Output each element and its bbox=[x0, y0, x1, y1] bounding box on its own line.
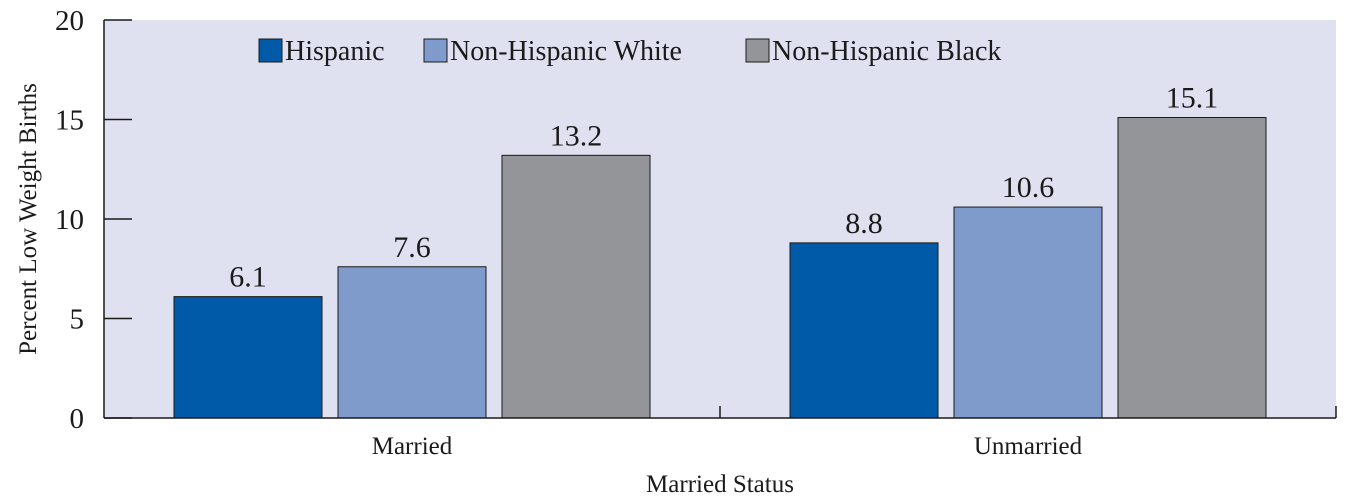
y-tick-label-0: 0 bbox=[70, 403, 85, 435]
y-ticks-group: 0 5 10 15 20 bbox=[55, 5, 132, 435]
bar-non-hispanic-white-unmarried bbox=[953, 206, 1103, 419]
y-tick-label-5: 5 bbox=[70, 304, 85, 336]
legend-swatch-non-hispanic-white bbox=[423, 38, 448, 63]
data-label-non-hispanic-black-unmarried: 15.1 bbox=[1166, 82, 1219, 115]
legend-label-non-hispanic-black: Non-Hispanic Black bbox=[772, 36, 1001, 67]
bar-hispanic-unmarried bbox=[789, 242, 939, 419]
bars-group bbox=[173, 117, 1267, 419]
legend-label-hispanic: Hispanic bbox=[285, 36, 385, 67]
bar-non-hispanic-black-unmarried bbox=[1117, 117, 1267, 419]
bar-hispanic-married bbox=[173, 296, 323, 419]
bar-non-hispanic-black-married bbox=[501, 154, 651, 419]
legend-swatch-non-hispanic-black bbox=[745, 38, 770, 63]
category-labels-group: Married Unmarried bbox=[372, 433, 1083, 460]
legend-label-non-hispanic-white: Non-Hispanic White bbox=[450, 36, 682, 67]
y-tick-label-20: 20 bbox=[55, 5, 84, 37]
y-tick-label-15: 15 bbox=[55, 105, 84, 137]
category-label-unmarried: Unmarried bbox=[974, 433, 1083, 460]
legend-swatch-hispanic bbox=[258, 38, 283, 63]
data-label-non-hispanic-black-married: 13.2 bbox=[550, 119, 603, 152]
data-label-non-hispanic-white-unmarried: 10.6 bbox=[1002, 171, 1055, 204]
data-label-hispanic-married: 6.1 bbox=[229, 261, 267, 294]
data-labels-group: 6.1 7.6 13.2 8.8 10.6 15.1 bbox=[229, 82, 1218, 294]
category-label-married: Married bbox=[372, 433, 453, 460]
y-axis-title: Percent Low Weight Births bbox=[15, 83, 42, 355]
x-ticks-group bbox=[719, 406, 1337, 418]
data-label-non-hispanic-white-married: 7.6 bbox=[393, 231, 431, 264]
bar-non-hispanic-white-married bbox=[337, 266, 487, 419]
y-tick-label-10: 10 bbox=[55, 204, 84, 236]
x-axis-title: Married Status bbox=[646, 471, 794, 498]
legend: Hispanic Non-Hispanic White Non-Hispanic B… bbox=[258, 36, 1001, 67]
data-label-hispanic-unmarried: 8.8 bbox=[845, 207, 883, 240]
